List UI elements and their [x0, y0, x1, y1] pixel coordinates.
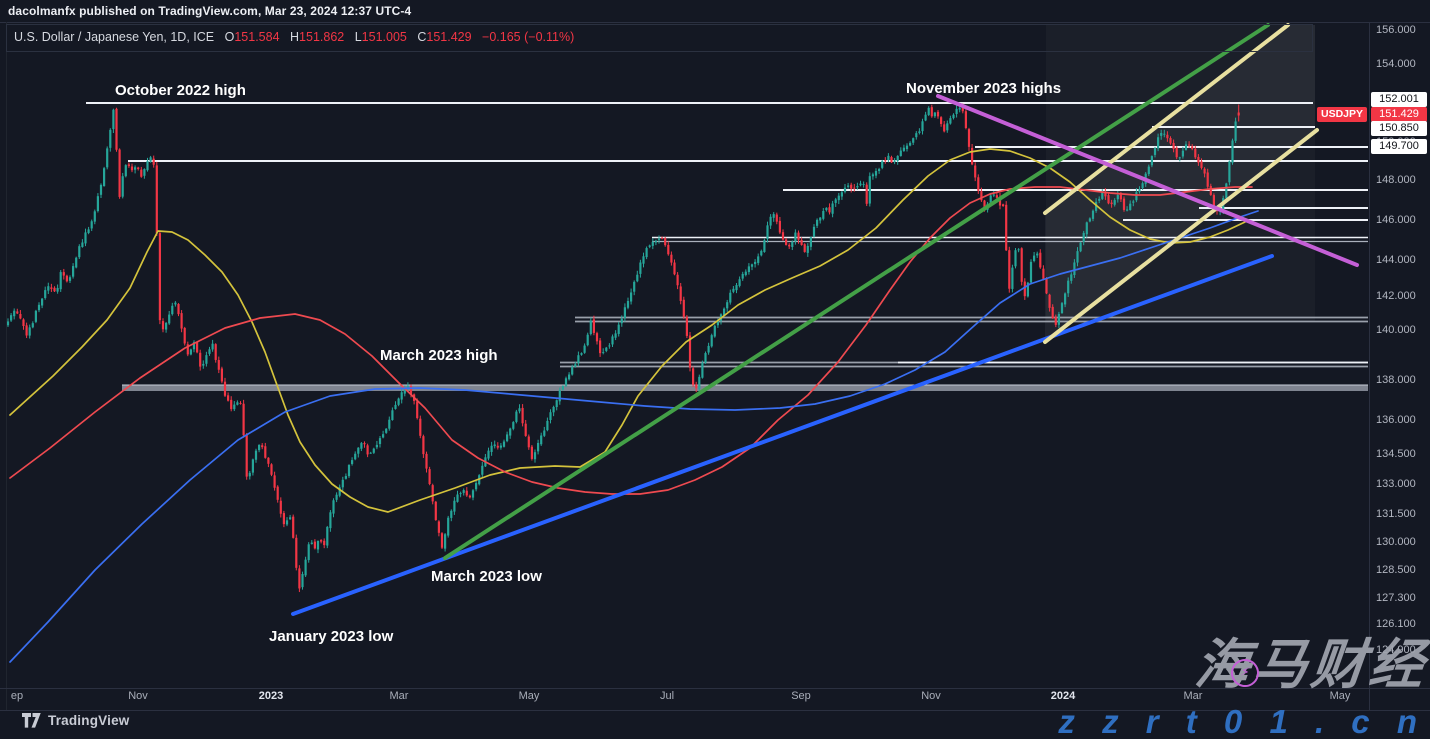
price-tick-126.100: 126.100 [1376, 618, 1416, 630]
price-tick-127.300: 127.300 [1376, 592, 1416, 604]
time-tick-2023[interactable]: 2023 [258, 690, 284, 702]
price-badge-150.850: 150.850 [1371, 121, 1427, 136]
high-value: 151.862 [299, 30, 345, 44]
red-ma [9, 186, 1253, 495]
time-tick-Mar[interactable]: Mar [389, 690, 409, 702]
magenta-trendline[interactable] [936, 94, 1359, 267]
legend-box [6, 24, 1313, 52]
close-value: 151.429 [426, 30, 472, 44]
top-divider [0, 22, 1430, 23]
footer-border [0, 710, 1430, 711]
price-badge-151.429: 151.429 [1371, 107, 1427, 122]
green-trendline[interactable] [443, 23, 1270, 560]
price-tick-156.000: 156.000 [1376, 24, 1416, 36]
price-tick-146.000: 146.000 [1376, 214, 1416, 226]
moving-averages [9, 148, 1259, 663]
price-tick-128.500: 128.500 [1376, 564, 1416, 576]
price-tick-131.500: 131.500 [1376, 508, 1416, 520]
price-tick-140.000: 140.000 [1376, 324, 1416, 336]
price-tick-154.000: 154.000 [1376, 58, 1416, 70]
yellow-ma [9, 148, 1246, 513]
price-tick-124.900: 124.900 [1376, 644, 1416, 656]
candles [6, 103, 1240, 593]
price-tick-134.500: 134.500 [1376, 448, 1416, 460]
time-tick-Jul[interactable]: Jul [659, 690, 675, 702]
time-tick-Sep[interactable]: Sep [791, 690, 811, 702]
attribution-bar: dacolmanfx published on TradingView.com,… [8, 4, 412, 18]
price-badge-149.700: 149.700 [1371, 139, 1427, 154]
price-tick-142.000: 142.000 [1376, 290, 1416, 302]
open-label: O [224, 30, 235, 44]
watermark-chinese: 海马财经 [1192, 635, 1430, 695]
time-tick-May[interactable]: May [518, 690, 540, 702]
price-tick-133.000: 133.000 [1376, 478, 1416, 490]
time-tick-Nov[interactable]: Nov [921, 690, 941, 702]
usdjpy-price-flag: USDJPY [1317, 107, 1367, 122]
symbol-title: U.S. Dollar / Japanese Yen, 1D, ICE [14, 30, 215, 44]
blue-trendline[interactable] [291, 254, 1274, 616]
price-axis-border [1369, 22, 1370, 710]
time-axis-border [0, 688, 1430, 689]
watermark-url: z z r t 0 1 . c n [1058, 703, 1426, 739]
price-tick-136.000: 136.000 [1376, 414, 1416, 426]
close-label: C [417, 30, 427, 44]
change-value: −0.165 (−0.11%) [482, 30, 575, 44]
trendlines[interactable] [291, 23, 1359, 616]
khaki-channel-lower[interactable] [1043, 128, 1319, 344]
price-tick-144.000: 144.000 [1376, 254, 1416, 266]
left-pane-border [6, 22, 7, 710]
annotation-march-2023-low: March 2023 low [431, 568, 542, 585]
annotation-january-2023-low: January 2023 low [269, 628, 394, 645]
blue-ma [9, 210, 1259, 663]
level-line[interactable] [122, 385, 1368, 391]
annotation-november-2023-highs: November 2023 highs [906, 80, 1062, 97]
high-label: H [290, 30, 300, 44]
annotation-march-2023-high: March 2023 high [380, 347, 498, 364]
time-tick-Mar[interactable]: Mar [1183, 690, 1203, 702]
low-label: L [354, 30, 362, 44]
price-tick-148.000: 148.000 [1376, 174, 1416, 186]
time-tick-May[interactable]: May [1329, 690, 1351, 702]
tradingview-logo-icon [22, 713, 41, 728]
price-tick-130.000: 130.000 [1376, 536, 1416, 548]
time-tick-Nov[interactable]: Nov [128, 690, 148, 702]
khaki-channel-fill [1045, 25, 1315, 342]
time-tick-ep[interactable]: ep [10, 690, 24, 702]
price-tick-138.000: 138.000 [1376, 374, 1416, 386]
low-value: 151.005 [361, 30, 407, 44]
tradingview-logo-text: TradingView [48, 713, 130, 728]
price-badge-152.001: 152.001 [1371, 92, 1427, 107]
symbol-legend[interactable]: U.S. Dollar / Japanese Yen, 1D, ICE O151… [14, 30, 574, 44]
open-value: 151.584 [234, 30, 280, 44]
annotation-october-2022-high: October 2022 high [115, 82, 246, 99]
tradingview-logo[interactable]: TradingView [22, 713, 129, 728]
khaki-channel-upper[interactable] [1043, 23, 1290, 215]
time-tick-2024[interactable]: 2024 [1050, 690, 1076, 702]
